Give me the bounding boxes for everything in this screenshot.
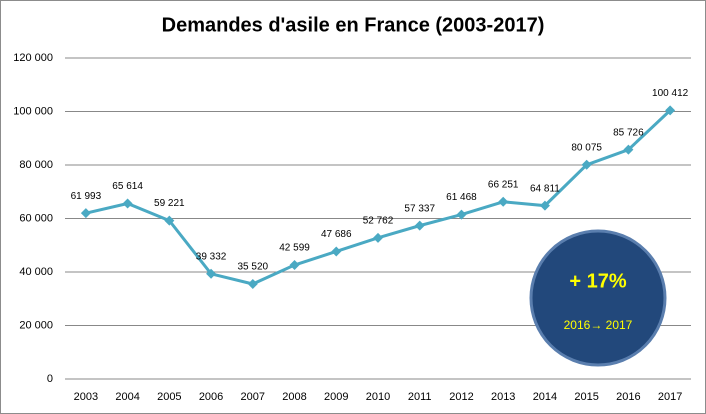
value-label: 66 251 xyxy=(488,179,519,190)
x-tick-label: 2015 xyxy=(574,391,598,403)
value-label: 47 686 xyxy=(321,229,352,240)
data-marker xyxy=(164,215,175,226)
value-label: 57 337 xyxy=(404,203,435,214)
x-tick-label: 2010 xyxy=(366,391,390,403)
x-tick-label: 2016 xyxy=(616,391,640,403)
x-tick-label: 2007 xyxy=(241,391,265,403)
value-label: 52 762 xyxy=(363,216,394,227)
annotation-text: + 17% xyxy=(569,270,626,292)
data-marker xyxy=(373,232,383,243)
y-tick-label: 100 000 xyxy=(13,105,53,117)
data-marker xyxy=(247,278,258,289)
y-tick-label: 80 000 xyxy=(19,159,53,171)
x-tick-label: 2014 xyxy=(533,391,557,403)
annotation-subtext: 2016→ 2017 xyxy=(564,318,633,332)
x-tick-label: 2017 xyxy=(658,391,682,403)
value-label: 35 520 xyxy=(238,262,269,273)
x-tick-label: 2003 xyxy=(74,391,98,403)
data-marker xyxy=(289,260,300,271)
value-label: 100 412 xyxy=(652,88,689,99)
data-marker xyxy=(414,220,425,231)
x-tick-label: 2005 xyxy=(157,391,181,403)
value-label: 59 221 xyxy=(154,198,185,209)
y-tick-label: 20 000 xyxy=(19,319,53,331)
value-label: 61 468 xyxy=(446,192,477,203)
data-marker xyxy=(331,246,342,257)
data-marker xyxy=(623,144,634,155)
value-label: 65 614 xyxy=(112,181,143,192)
data-marker xyxy=(665,105,676,116)
x-tick-label: 2013 xyxy=(491,391,515,403)
value-label: 80 075 xyxy=(571,142,602,153)
x-tick-label: 2004 xyxy=(115,391,139,403)
value-label: 64 811 xyxy=(530,183,560,194)
data-marker xyxy=(122,198,133,209)
y-tick-label: 40 000 xyxy=(19,266,53,278)
value-label: 39 332 xyxy=(196,251,227,262)
x-tick-label: 2008 xyxy=(282,391,306,403)
data-marker xyxy=(498,196,509,207)
annotation-circle xyxy=(529,229,667,367)
data-marker xyxy=(80,208,91,219)
x-tick-label: 2006 xyxy=(199,391,223,403)
y-tick-label: 120 000 xyxy=(13,52,53,64)
data-marker xyxy=(456,209,467,220)
chart-title: Demandes d'asile en France (2003-2017) xyxy=(162,14,545,36)
data-marker xyxy=(539,200,550,211)
y-tick-label: 0 xyxy=(47,373,53,385)
x-tick-label: 2012 xyxy=(449,391,473,403)
data-marker xyxy=(206,268,217,279)
value-label: 85 726 xyxy=(613,127,644,138)
x-tick-label: 2009 xyxy=(324,391,348,403)
y-tick-label: 60 000 xyxy=(19,212,53,224)
data-marker xyxy=(581,159,592,170)
value-label: 61 993 xyxy=(71,191,102,202)
x-tick-label: 2011 xyxy=(408,391,432,403)
value-label: 42 599 xyxy=(279,243,310,254)
